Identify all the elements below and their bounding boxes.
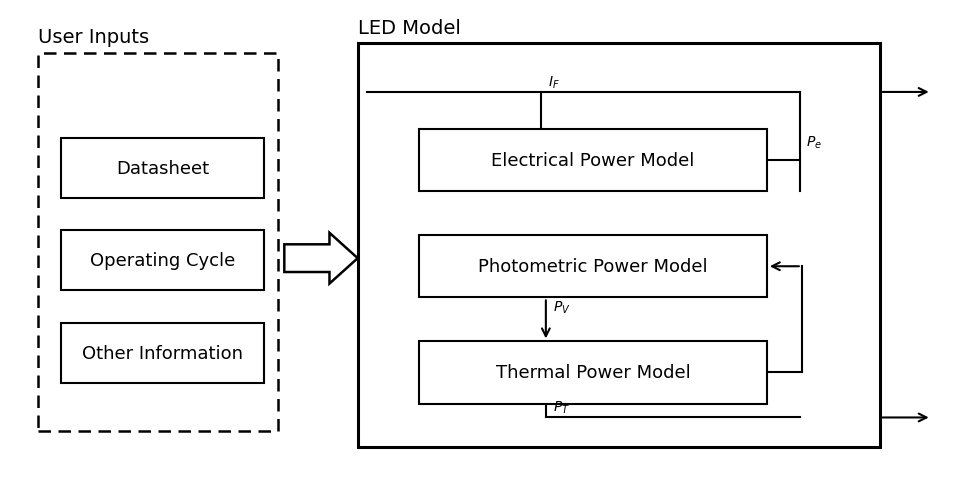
Text: $P_V$: $P_V$	[553, 299, 571, 315]
Bar	[61, 231, 264, 291]
Text: User Inputs: User Inputs	[37, 28, 149, 47]
Bar	[61, 139, 264, 199]
Text: Operating Cycle: Operating Cycle	[90, 252, 235, 270]
Text: Thermal Power Model: Thermal Power Model	[495, 364, 690, 382]
Text: LED Model: LED Model	[358, 18, 461, 37]
Bar	[419, 342, 767, 404]
Bar	[61, 323, 264, 383]
Bar	[358, 44, 879, 447]
Text: $P_T$: $P_T$	[553, 399, 570, 415]
Text: Datasheet: Datasheet	[116, 160, 209, 178]
Bar	[37, 54, 277, 432]
Text: Photometric Power Model: Photometric Power Model	[478, 258, 708, 276]
Text: Electrical Power Model: Electrical Power Model	[492, 152, 695, 170]
Polygon shape	[284, 233, 358, 284]
Text: $I_F$: $I_F$	[548, 74, 560, 90]
Bar	[419, 236, 767, 298]
Text: $P_e$: $P_e$	[805, 134, 822, 151]
Text: Other Information: Other Information	[82, 344, 243, 362]
Bar	[419, 130, 767, 192]
